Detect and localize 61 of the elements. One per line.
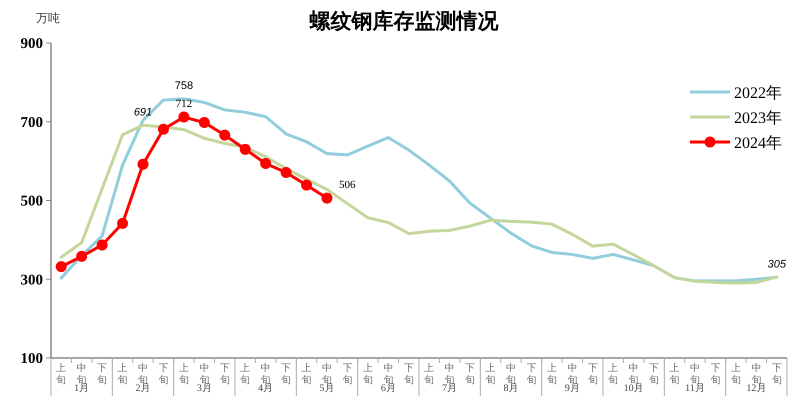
point: [178, 112, 190, 123]
point: [158, 124, 169, 135]
x-tick-label: 中旬: [690, 362, 700, 386]
legend-label: 2024年: [734, 135, 782, 152]
x-tick-label: 上旬: [424, 362, 434, 386]
data-label: 758: [174, 80, 194, 92]
x-tick-label: 上旬: [118, 362, 128, 386]
point: [260, 158, 272, 169]
text: 11月: [685, 383, 705, 394]
point: [138, 158, 148, 170]
x-tick-label: 下旬: [526, 363, 536, 386]
point: [56, 261, 67, 272]
point: [96, 239, 108, 250]
x-tick-label: 下旬: [649, 363, 660, 386]
x-tick-label: 下旬: [97, 363, 108, 386]
text: 12月: [746, 383, 766, 394]
x-tick-label: 下旬: [404, 363, 414, 386]
y-tick-label: 700: [20, 114, 43, 131]
x-tick-label: 下旬: [220, 363, 230, 386]
x-tick-label: 中旬: [751, 362, 762, 386]
x-tick-label: 上旬: [608, 362, 618, 386]
point: [76, 250, 88, 262]
x-tick-label: 上旬: [56, 362, 66, 386]
x-tick-label: 上旬: [486, 362, 496, 386]
x-tick-label: 上旬: [546, 362, 557, 386]
legend-label: 2023年: [734, 110, 782, 127]
point: [280, 167, 292, 178]
legend-label: 2022年: [734, 85, 782, 102]
y-tick-label: 300: [20, 272, 43, 288]
y-tick-label: 100: [20, 351, 43, 367]
text: 8月: [504, 383, 518, 394]
point: [219, 130, 230, 141]
data-label: 305: [768, 258, 787, 270]
x-tick-label: 上旬: [362, 362, 373, 386]
point: [117, 218, 128, 229]
y-axis-title: 万吨: [36, 11, 60, 25]
x-tick-label: 上旬: [178, 362, 189, 386]
x-tick-label: 上旬: [670, 362, 680, 386]
x-tick-label: 下旬: [342, 363, 352, 386]
data-label: 712: [176, 98, 192, 110]
x-tick-label: 上旬: [730, 362, 741, 386]
x-tick-label: 下旬: [281, 363, 292, 386]
text: 10月: [624, 383, 644, 394]
data-label: 691: [134, 106, 152, 118]
x-tick-label: 上旬: [240, 362, 250, 386]
x-tick-label: 上旬: [302, 362, 312, 386]
point: [322, 192, 332, 204]
y-tick-label: 500: [20, 194, 43, 210]
data-label: 506: [339, 179, 356, 192]
x-tick-label: 下旬: [588, 363, 598, 386]
point: [240, 144, 251, 155]
x-tick-label: 下旬: [772, 363, 782, 386]
y-tick-label: 900: [20, 36, 43, 52]
point: [301, 180, 312, 191]
chart-title: 螺纹钢库存监测情况: [308, 9, 500, 33]
text: 2月: [136, 383, 150, 394]
point: [198, 117, 210, 128]
text: 5月: [320, 383, 334, 394]
x-tick-label: 下旬: [158, 363, 168, 386]
x-tick-label: 下旬: [710, 363, 720, 386]
x-tick-label: 下旬: [465, 363, 476, 386]
